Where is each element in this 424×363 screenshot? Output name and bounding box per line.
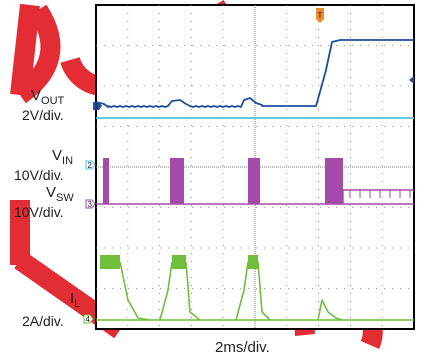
svg-text:VSW: VSW: [46, 184, 74, 204]
vsw-burst-2: [170, 158, 184, 204]
marker-ch1: 1: [93, 102, 102, 111]
svg-text:3: 3: [88, 200, 93, 209]
channel-label-vout: VOUT 2V/div.: [22, 87, 65, 123]
svg-text:1: 1: [95, 102, 100, 111]
x-scale-label: 2ms/div.: [215, 339, 270, 356]
trace-vout: [96, 39, 414, 108]
level-arrow: [409, 76, 414, 84]
traces: [96, 39, 414, 321]
il-decay-3: [257, 261, 271, 321]
trigger-marker: T: [316, 8, 324, 23]
vsw-burst-1: [103, 158, 109, 204]
svg-text:4: 4: [86, 315, 91, 324]
svg-text:VIN: VIN: [52, 147, 73, 167]
marker-ch3: 3: [85, 199, 96, 209]
marker-ch2: 2: [85, 160, 96, 170]
svg-text:VOUT: VOUT: [31, 87, 65, 107]
il-pulse-3: [248, 255, 258, 269]
vout-scale: 2V/div.: [22, 107, 64, 123]
channel-label-vin: VIN 10V/div.: [14, 147, 73, 183]
il-scale: 2A/div.: [22, 313, 64, 329]
vsw-scale: 10V/div.: [14, 204, 64, 220]
vsw-burst-4: [325, 158, 343, 204]
marker-ch4: 4: [83, 314, 94, 324]
svg-text:T: T: [318, 11, 323, 20]
vin-scale: 10V/div.: [14, 167, 64, 183]
il-decay-2: [185, 261, 201, 321]
channel-label-il: IL 2A/div.: [22, 290, 80, 329]
il-bump: [317, 299, 343, 321]
il-rise-3: [235, 261, 249, 321]
il-decay-1: [119, 261, 151, 321]
il-pulse-1: [100, 255, 120, 269]
vsw-burst-3: [248, 158, 260, 204]
svg-text:2: 2: [88, 161, 93, 170]
il-rise-2: [159, 261, 173, 321]
channel-label-vsw: VSW 10V/div.: [14, 184, 74, 220]
svg-text:IL: IL: [70, 290, 80, 310]
il-pulse-2: [172, 255, 186, 269]
